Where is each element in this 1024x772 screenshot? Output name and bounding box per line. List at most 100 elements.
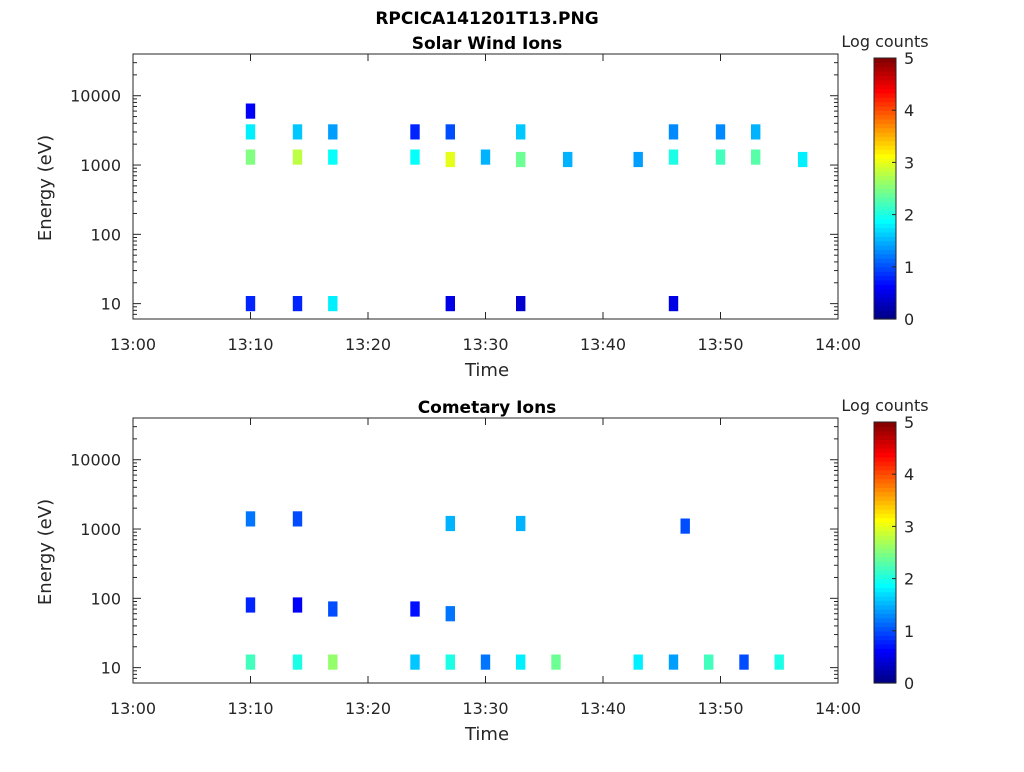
spectrogram-cell [445, 654, 455, 670]
spectrogram-cell [633, 654, 643, 670]
spectrogram-cell [704, 654, 714, 670]
colorbar-segment [874, 596, 896, 601]
colorbar-segment [874, 175, 896, 181]
x-tick-label: 14:00 [815, 699, 861, 718]
spectrogram-cell [245, 124, 256, 140]
colorbar-segment [874, 223, 896, 229]
spectrogram-cell [668, 654, 679, 670]
colorbar-segment [874, 275, 896, 281]
y-tick-label: 10000 [70, 451, 121, 470]
spectrogram-cell [328, 296, 338, 312]
spectrogram-cells [245, 511, 784, 670]
colorbar-segment [874, 58, 896, 63]
spectrogram-cell [292, 511, 303, 527]
spectrogram-cell [245, 149, 256, 165]
colorbar-segment [874, 123, 896, 129]
colorbar-segment [874, 245, 896, 250]
colorbar-segment [874, 578, 896, 584]
colorbar-segment [874, 192, 896, 198]
x-tick-label: 13:30 [462, 335, 508, 354]
x-tick-label: 13:00 [110, 699, 156, 718]
colorbar-segment [874, 609, 896, 614]
colorbar-segment [874, 258, 896, 264]
colorbar-segment [874, 565, 896, 571]
colorbar-segment [874, 66, 896, 72]
spectrogram-cell [516, 515, 526, 532]
colorbar-segment [874, 674, 896, 680]
colorbar-tick-label: 1 [904, 622, 914, 641]
spectrogram-cell [292, 296, 303, 312]
spectrogram-cell [292, 124, 303, 140]
colorbar-segment [874, 600, 896, 606]
colorbar-segment [874, 478, 896, 484]
spectrogram-cell [445, 151, 455, 168]
colorbar: 0 1 2 3 4 5 [873, 413, 914, 693]
colorbar-segment [874, 530, 896, 536]
y-tick-label: 100 [90, 589, 121, 608]
y-axis-label: Energy (eV) [35, 499, 56, 605]
colorbar-segment [874, 184, 896, 190]
colorbar-segment [874, 430, 896, 436]
x-tick-label: 14:00 [815, 335, 861, 354]
x-tick-label: 13:30 [462, 699, 508, 718]
colorbar-segment [874, 469, 896, 475]
spectrogram-cell [516, 151, 526, 168]
colorbar-segment [874, 271, 896, 277]
plot-axes: 13:00 13:10 13:20 13:30 13:40 13:50 14:00 10 100… [70, 53, 861, 354]
spectrogram-cell [715, 149, 726, 165]
colorbar-segment [874, 613, 896, 619]
colorbar-tick-label: 4 [904, 465, 914, 484]
spectrogram-cell [668, 149, 679, 165]
colorbar-segment [874, 665, 896, 671]
colorbar-segment [874, 75, 896, 81]
spectrogram-cell [445, 515, 455, 532]
spectrogram-cell [410, 124, 420, 140]
colorbar-segment [874, 482, 896, 488]
colorbar-segment [874, 101, 896, 107]
colorbar-segment [874, 539, 896, 545]
x-tick-label: 13:40 [580, 699, 626, 718]
spectrogram-cell [445, 124, 455, 140]
cometary-ions-panel: Cometary Ions 13:00 13:10 13:20 13:30 13:40 1… [35, 396, 929, 745]
colorbar-segment [874, 648, 896, 654]
colorbar-tick-label: 2 [904, 570, 914, 589]
colorbar-segment [874, 84, 896, 90]
colorbar-segment [874, 88, 896, 94]
colorbar-segment [874, 227, 896, 233]
colorbar-segment [874, 279, 896, 285]
spectrogram-cell [668, 296, 679, 312]
colorbar-segment [874, 253, 896, 259]
spectrogram-cell [292, 149, 303, 165]
colorbar-segment [874, 661, 896, 667]
colorbar-segment [874, 622, 896, 628]
colorbar-segment [874, 561, 896, 567]
colorbar-segment [874, 652, 896, 658]
colorbar-segment [874, 504, 896, 510]
colorbar-segment [874, 435, 896, 440]
colorbar-frame [873, 57, 897, 320]
x-tick-label: 13:50 [697, 699, 743, 718]
colorbar-segment [874, 474, 896, 480]
spectrogram-cell [516, 654, 526, 670]
y-tick-label: 10 [101, 659, 121, 678]
spectrogram-cell [516, 124, 526, 140]
colorbar-segment [874, 292, 896, 298]
spectrogram-cell [751, 149, 761, 165]
spectrogram-cell [715, 124, 726, 140]
colorbar-segment [874, 145, 896, 150]
spectrogram-cell [328, 149, 338, 165]
colorbar-segment [874, 422, 896, 427]
spectrogram-cell [245, 511, 256, 527]
colorbar-segment [874, 140, 896, 146]
y-tick-label: 10 [101, 295, 121, 314]
colorbar-segment [874, 448, 896, 454]
colorbar-segment [874, 461, 896, 467]
colorbar-segment [874, 214, 896, 220]
colorbar-segment [874, 591, 896, 597]
panel-title: Cometary Ions [418, 398, 557, 418]
colorbar-segment [874, 92, 896, 98]
colorbar-segment [874, 517, 896, 523]
spectrogram-cell [292, 654, 303, 670]
colorbar-segment [874, 314, 896, 320]
